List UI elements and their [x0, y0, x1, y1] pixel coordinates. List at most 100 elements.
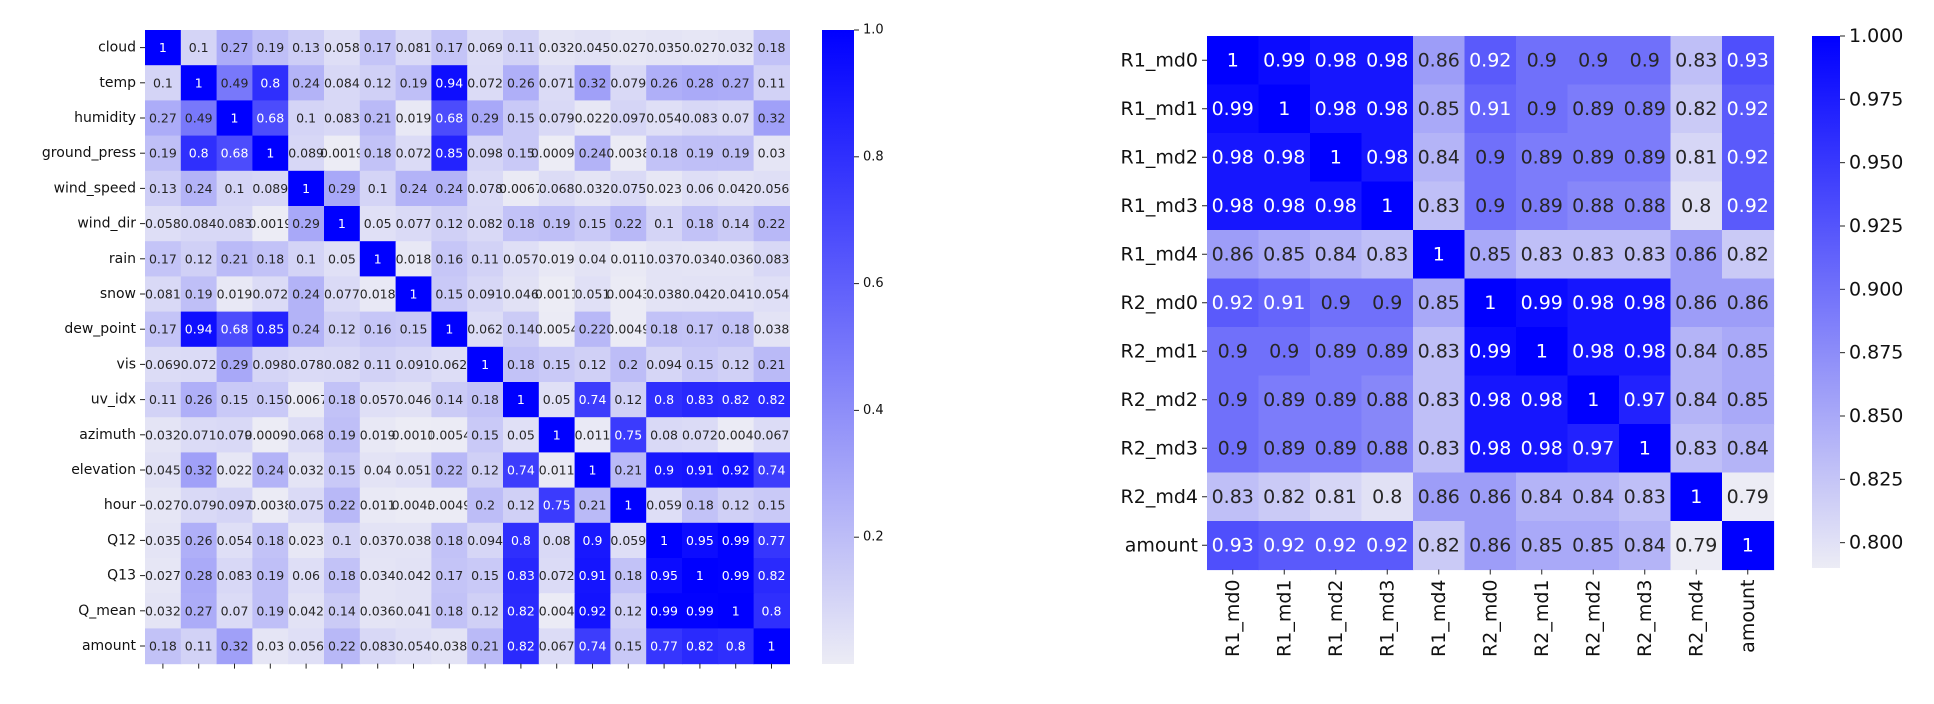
cell-value-label: 0.037	[360, 533, 396, 548]
cell-value-label: 0.037	[646, 251, 682, 266]
cell-value-label: 0.17	[149, 322, 177, 337]
heatmap-cell	[1310, 327, 1363, 377]
heatmap-cell	[1207, 230, 1260, 280]
heatmap-cell	[1567, 375, 1620, 425]
heatmap-cell	[1207, 424, 1260, 474]
heatmap-cell	[682, 452, 719, 489]
heatmap-cell	[1670, 36, 1723, 86]
heatmap-cell	[216, 206, 253, 242]
cell-value-label: 0.0049	[606, 322, 650, 337]
heatmap-cell	[467, 346, 504, 383]
heatmap-cell	[753, 170, 790, 207]
cell-value-label: 0.042	[682, 287, 718, 302]
cell-value-label: 0.8	[762, 603, 782, 618]
heatmap-cell	[180, 417, 218, 453]
cell-value-label: 1	[1484, 292, 1496, 314]
cell-value-label: 0.011	[360, 498, 396, 513]
cell-value-label: 0.74	[758, 463, 786, 478]
heatmap-cell	[717, 522, 755, 559]
heatmap-cell	[503, 65, 540, 101]
cell-value-label: 0.019	[396, 111, 432, 126]
cell-value-label: 0.057	[503, 251, 539, 266]
heatmap-cell	[1464, 230, 1517, 280]
cell-value-label: 1	[302, 181, 310, 196]
heatmap-cell	[717, 382, 755, 418]
heatmap-cell	[503, 452, 540, 489]
cell-value-label: 0.82	[758, 392, 786, 407]
cell-value-label: 0.32	[758, 111, 786, 126]
cell-value-label: 0.98	[1263, 195, 1305, 217]
cell-value-label: 0.85	[256, 322, 284, 337]
cell-value-label: 0.93	[1212, 534, 1254, 556]
heatmap-cell	[538, 276, 576, 313]
heatmap-cell	[145, 346, 182, 383]
heatmap-cell	[180, 30, 218, 66]
cell-value-label: 1	[266, 146, 274, 161]
cell-value-label: 0.98	[1212, 146, 1254, 168]
heatmap-cell	[324, 276, 361, 313]
heatmap-cell	[359, 382, 397, 418]
heatmap-cell	[538, 311, 576, 348]
cell-value-label: 0.92	[722, 463, 750, 478]
cell-value-label: 0.054	[396, 639, 432, 654]
cell-value-label: 0.85	[1469, 243, 1511, 265]
heatmap-cell	[1413, 472, 1466, 522]
heatmap-cell	[1258, 133, 1311, 183]
cell-value-label: 0.082	[324, 357, 360, 372]
heatmap-cell	[1413, 133, 1466, 183]
cell-value-label: 0.9	[1218, 340, 1248, 362]
cell-value-label: 0.18	[328, 392, 356, 407]
cell-value-label: 0.08	[543, 533, 571, 548]
heatmap-cell	[431, 100, 468, 137]
cell-value-label: 0.9	[1630, 49, 1660, 71]
cell-value-label: 0.15	[400, 322, 428, 337]
heatmap-cell	[610, 558, 647, 594]
heatmap-cell	[1207, 327, 1260, 377]
heatmap-cell	[216, 452, 253, 489]
cell-value-label: 0.19	[185, 287, 213, 302]
cell-value-label: 0.49	[185, 111, 213, 126]
heatmap-cell	[1722, 181, 1775, 231]
cell-value-label: 0.15	[686, 357, 714, 372]
cell-value-label: 0.1	[189, 40, 209, 55]
cell-value-label: 0.019	[360, 427, 396, 442]
cell-value-label: 0.83	[1675, 437, 1717, 459]
heatmap-cell	[1516, 375, 1569, 425]
heatmap-cell	[717, 206, 755, 242]
cell-value-label: 0.023	[646, 181, 682, 196]
cell-value-label: 0.26	[185, 533, 213, 548]
heatmap-cell	[574, 346, 611, 383]
y-tick-label: snow	[100, 286, 136, 302]
cell-value-label: 0.85	[1418, 292, 1460, 314]
heatmap-cell	[216, 593, 253, 629]
heatmap-cell	[467, 417, 504, 453]
cell-value-label: 0.00096	[531, 146, 583, 161]
heatmap-cell	[1464, 424, 1517, 474]
heatmap-cell	[574, 487, 611, 524]
y-tick-label: amount	[82, 638, 137, 654]
heatmap-cell	[574, 135, 611, 172]
cell-value-label: 0.86	[1469, 486, 1511, 508]
cell-value-label: 0.059	[610, 533, 646, 548]
heatmap-left: 1 0.1 0.27 0.19 0.13 0.058 0.17 0.081 0.17 0.069 0…	[42, 23, 884, 669]
cell-value-label: 0.0049	[427, 498, 471, 513]
cell-value-label: 0.99	[1212, 98, 1254, 120]
cell-value-label: 0.19	[149, 146, 177, 161]
heatmap-cell	[1567, 84, 1620, 134]
cell-value-label: 0.083	[754, 251, 790, 266]
heatmap-cell	[216, 100, 253, 137]
cell-value-label: 0.12	[507, 498, 535, 513]
heatmap-cell	[1361, 181, 1414, 231]
heatmap-cell	[682, 417, 719, 453]
cell-value-label: 0.16	[435, 251, 463, 266]
cell-value-label: 0.13	[292, 40, 320, 55]
cell-value-label: 0.84	[1624, 534, 1666, 556]
cell-value-label: 0.084	[181, 216, 217, 231]
colorbar-tick-label: 0.825	[1849, 468, 1903, 490]
heatmap-cell	[395, 628, 432, 665]
cell-value-label: 0.85	[1521, 534, 1563, 556]
cell-value-label: 0.083	[324, 111, 360, 126]
cell-value-label: 0.85	[1263, 243, 1305, 265]
heatmap-cell	[574, 522, 611, 559]
